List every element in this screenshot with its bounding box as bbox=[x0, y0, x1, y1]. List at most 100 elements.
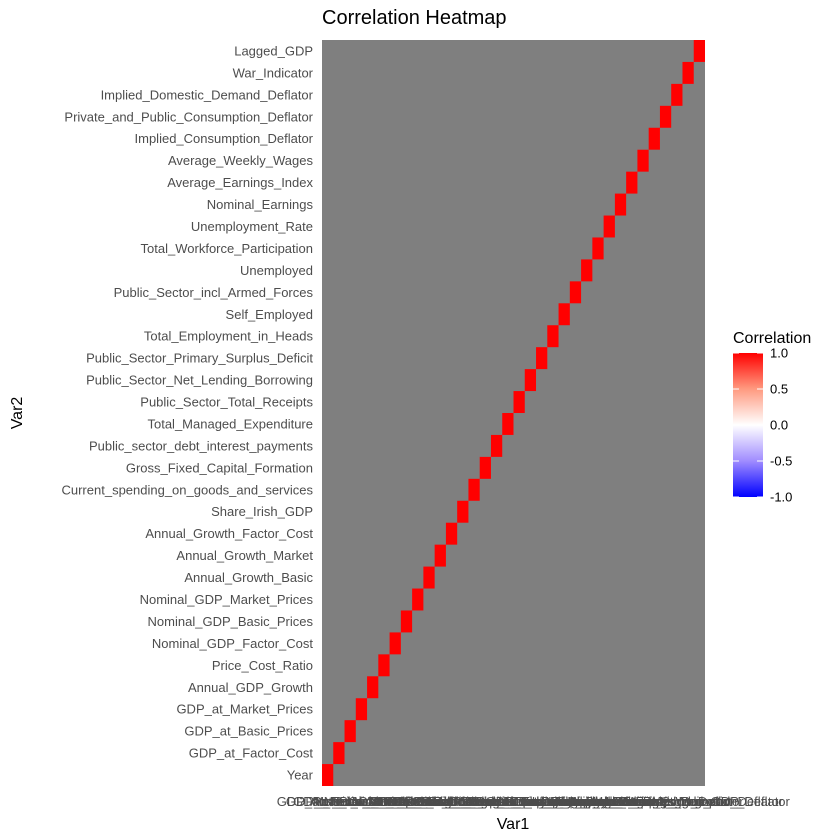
x-tick-label: Total_Managed_Expenditure bbox=[425, 794, 591, 809]
heatmap-cell bbox=[457, 500, 469, 523]
y-tick-label: Private_and_Public_Consumption_Deflator bbox=[64, 109, 313, 124]
x-tick-label: Annual_Growth_Factor_Cost bbox=[368, 794, 536, 809]
y-tick-label: Total_Employment_in_Heads bbox=[144, 329, 314, 344]
legend-tick-label: -0.5 bbox=[770, 454, 792, 469]
heatmap-cell bbox=[581, 259, 593, 282]
x-tick-label: Nominal_GDP_Basic_Prices bbox=[324, 794, 490, 809]
x-tick-label: Nominal_GDP_Factor_Cost bbox=[315, 794, 477, 809]
heatmap-cell bbox=[603, 215, 615, 238]
y-tick-label: Share_Irish_GDP bbox=[211, 504, 313, 519]
legend-ticks: 1.0 0.5 0.0 -0.5 -1.0 bbox=[733, 346, 792, 505]
y-tick-label: Unemployment_Rate bbox=[191, 219, 313, 234]
chart-title: Correlation Heatmap bbox=[322, 7, 507, 29]
y-tick-label: Nominal_GDP_Factor_Cost bbox=[152, 636, 314, 651]
y-tick-label: Annual_Growth_Factor_Cost bbox=[145, 526, 313, 541]
x-tick-label: Year bbox=[314, 794, 341, 809]
heatmap-cell bbox=[344, 720, 356, 743]
x-tick-label: Share_Irish_GDP bbox=[412, 794, 514, 809]
x-tick-label: Total_Workforce_Participation bbox=[512, 794, 684, 809]
x-axis-tick-labels: YearGDP_at_Factor_CostGDP_at_Basic_Price… bbox=[277, 794, 791, 809]
y-tick-label: Nominal_GDP_Market_Prices bbox=[140, 592, 314, 607]
heatmap-cell bbox=[389, 632, 401, 655]
y-tick-label: Annual_GDP_Growth bbox=[188, 680, 313, 695]
y-tick-label: Public_Sector_Primary_Surplus_Deficit bbox=[86, 351, 313, 366]
heatmap-cell bbox=[614, 193, 627, 216]
y-tick-label: Annual_Growth_Market bbox=[176, 548, 313, 563]
legend-tick-label: -1.0 bbox=[770, 490, 792, 505]
heatmap-cell bbox=[412, 588, 424, 611]
x-tick-label: Nominal_Earnings bbox=[567, 794, 674, 809]
legend-tick-label: 1.0 bbox=[770, 346, 788, 361]
x-tick-label: Nominal_GDP_Market_Prices bbox=[331, 794, 505, 809]
x-tick-label: Public_sector_debt_interest_payments bbox=[385, 794, 610, 809]
heatmap-cell bbox=[547, 325, 559, 348]
x-tick-label: Annual_Growth_Basic bbox=[365, 794, 494, 809]
y-tick-label: Implied_Consumption_Deflator bbox=[135, 131, 314, 146]
heatmap-cell bbox=[445, 522, 458, 545]
legend-tick-label: 0.0 bbox=[770, 418, 788, 433]
x-tick-label: Public_Sector_Total_Receipts bbox=[433, 794, 606, 809]
legend-title: Correlation bbox=[733, 330, 811, 347]
legend: Correlation 1.0 0.5 0.0 -0.5 -1.0 bbox=[733, 330, 811, 505]
y-tick-label: Unemployed bbox=[240, 263, 313, 278]
x-tick-label: Lagged_GDP bbox=[660, 794, 739, 809]
heatmap-cell bbox=[558, 303, 570, 326]
heatmap-cell bbox=[648, 127, 660, 150]
y-tick-label: Public_sector_debt_interest_payments bbox=[89, 438, 314, 453]
y-tick-label: Annual_Growth_Basic bbox=[184, 570, 313, 585]
x-tick-label: War_Indicator bbox=[648, 794, 729, 809]
heatmap-cell bbox=[367, 676, 379, 699]
y-tick-label: Public_Sector_Total_Receipts bbox=[140, 395, 313, 410]
y-tick-label: Average_Weekly_Wages bbox=[168, 153, 314, 168]
heatmap-cell bbox=[333, 742, 345, 765]
y-tick-label: Public_Sector_incl_Armed_Forces bbox=[114, 285, 314, 300]
x-tick-label: GDP_at_Factor_Cost bbox=[277, 794, 402, 809]
heatmap-cell bbox=[322, 764, 334, 786]
x-tick-label: Self_Employed bbox=[520, 794, 607, 809]
plot-area bbox=[322, 40, 705, 786]
x-tick-label: Private_and_Public_Consumption_Deflator bbox=[541, 794, 790, 809]
heatmap-cell bbox=[468, 478, 480, 501]
y-tick-label: Nominal_Earnings bbox=[207, 197, 314, 212]
y-tick-label: Price_Cost_Ratio bbox=[212, 658, 313, 673]
x-tick-label: Public_Sector_Net_Lending_Borrowing bbox=[417, 794, 644, 809]
heatmap-cell bbox=[400, 610, 413, 633]
x-tick-label: Gross_Fixed_Capital_Formation bbox=[392, 794, 579, 809]
y-tick-label: Year bbox=[287, 768, 314, 783]
heatmap-cell bbox=[378, 654, 390, 677]
y-tick-label: Average_Earnings_Index bbox=[167, 175, 313, 190]
heatmap-cell bbox=[671, 83, 683, 106]
heatmap-cell bbox=[592, 237, 604, 260]
heatmap-cell bbox=[524, 369, 537, 392]
heatmap-cell bbox=[682, 61, 694, 84]
heatmap-cell bbox=[637, 149, 649, 172]
y-tick-label: GDP_at_Basic_Prices bbox=[184, 724, 313, 739]
x-tick-label: GDP_at_Basic_Prices bbox=[286, 794, 415, 809]
y-tick-label: Implied_Domestic_Demand_Deflator bbox=[101, 87, 314, 102]
y-tick-label: Nominal_GDP_Basic_Prices bbox=[148, 614, 314, 629]
x-tick-label: Annual_Growth_Market bbox=[372, 794, 509, 809]
x-tick-label: Implied_Domestic_Demand_Deflator bbox=[571, 794, 784, 809]
heatmap-cell bbox=[502, 413, 514, 435]
heatmap-cell bbox=[434, 544, 446, 567]
x-tick-label: Unemployment_Rate bbox=[548, 794, 670, 809]
heatmap-cell bbox=[423, 566, 435, 589]
x-tick-label: Price_Cost_Ratio bbox=[333, 794, 434, 809]
heatmap-cell bbox=[513, 391, 525, 413]
x-tick-label: Current_spending_on_goods_and_services bbox=[348, 794, 600, 809]
x-tick-label: Annual_GDP_Growth bbox=[310, 794, 435, 809]
x-tick-label: Unemployed bbox=[550, 794, 623, 809]
x-tick-label: GDP_at_Market_Prices bbox=[293, 794, 430, 809]
heatmap-cell bbox=[490, 434, 503, 457]
y-tick-label: Lagged_GDP bbox=[234, 43, 313, 58]
heatmap-cell bbox=[569, 281, 582, 304]
y-tick-label: Gross_Fixed_Capital_Formation bbox=[126, 460, 313, 475]
x-tick-label: Public_Sector_incl_Armed_Forces bbox=[476, 794, 676, 809]
y-tick-label: Total_Managed_Expenditure bbox=[147, 416, 313, 431]
y-tick-label: Current_spending_on_goods_and_services bbox=[61, 482, 313, 497]
y-tick-label: Self_Employed bbox=[226, 307, 313, 322]
y-tick-label: GDP_at_Factor_Cost bbox=[189, 746, 314, 761]
y-tick-label: Total_Workforce_Participation bbox=[141, 241, 313, 256]
y-tick-label: GDP_at_Market_Prices bbox=[176, 702, 313, 717]
